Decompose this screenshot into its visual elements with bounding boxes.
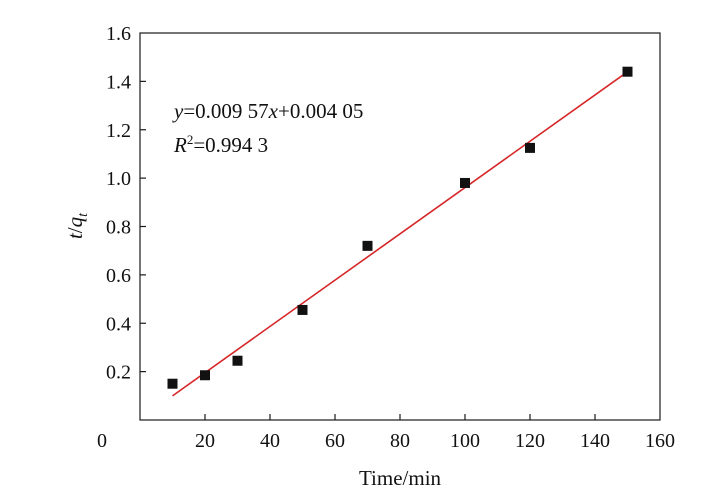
fit-equation: y=0.009 57x+0.004 05 (172, 99, 363, 123)
y-tick-label: 1.0 (106, 168, 131, 190)
x-axis-title: Time/min (359, 466, 442, 490)
y-tick-label: 1.2 (106, 120, 131, 142)
plot-frame (139, 32, 661, 421)
data-point (362, 240, 373, 251)
y-axis-title-slash: / (63, 227, 87, 233)
x-tick-label: 140 (580, 430, 610, 452)
r-squared: R2=0.994 3 (173, 132, 268, 157)
x-tick-label: 40 (260, 430, 280, 452)
y-tick-label: 0.6 (106, 265, 131, 287)
fit-line (172, 71, 628, 397)
x-tick-label: 100 (450, 430, 480, 452)
data-point (167, 378, 178, 389)
y-tick-label: 0.8 (106, 217, 131, 239)
data-point (297, 304, 308, 315)
data-point (622, 66, 633, 77)
data-point (200, 370, 210, 381)
data-point (525, 142, 535, 153)
data-point (232, 355, 243, 366)
x-tick-label: 120 (515, 430, 545, 452)
r2-value: =0.994 3 (193, 133, 268, 157)
data-point (460, 177, 470, 188)
equation-x: x (268, 99, 279, 123)
y-tick-label: 0.4 (106, 313, 131, 335)
y-axis-title: t/qt (63, 212, 91, 239)
x-tick-label: 160 (645, 430, 675, 452)
equation-mid: =0.009 57 (183, 99, 268, 123)
x-tick-label: 60 (325, 430, 345, 452)
x-axis: 0 20 40 60 80 100 120 140 160 (97, 414, 675, 452)
y-axis: 0.2 0.4 0.6 0.8 1.0 1.2 1.4 1.6 (106, 23, 146, 384)
y-axis-title-sub: t (76, 212, 91, 217)
x-tick-label: 20 (195, 430, 215, 452)
r2-r: R (173, 133, 187, 157)
y-axis-title-q: q (63, 216, 87, 227)
y-tick-label: 1.4 (106, 71, 131, 93)
y-tick-label: 1.6 (106, 23, 131, 45)
x-tick-label: 80 (390, 430, 410, 452)
equation-y: y (172, 99, 184, 123)
equation-end: +0.004 05 (278, 99, 363, 123)
y-axis-title-t: t (63, 232, 87, 239)
r2-sup: 2 (187, 132, 194, 147)
x-tick-label: 0 (97, 430, 107, 452)
data-points (167, 66, 633, 389)
y-tick-label: 0.2 (106, 362, 131, 384)
